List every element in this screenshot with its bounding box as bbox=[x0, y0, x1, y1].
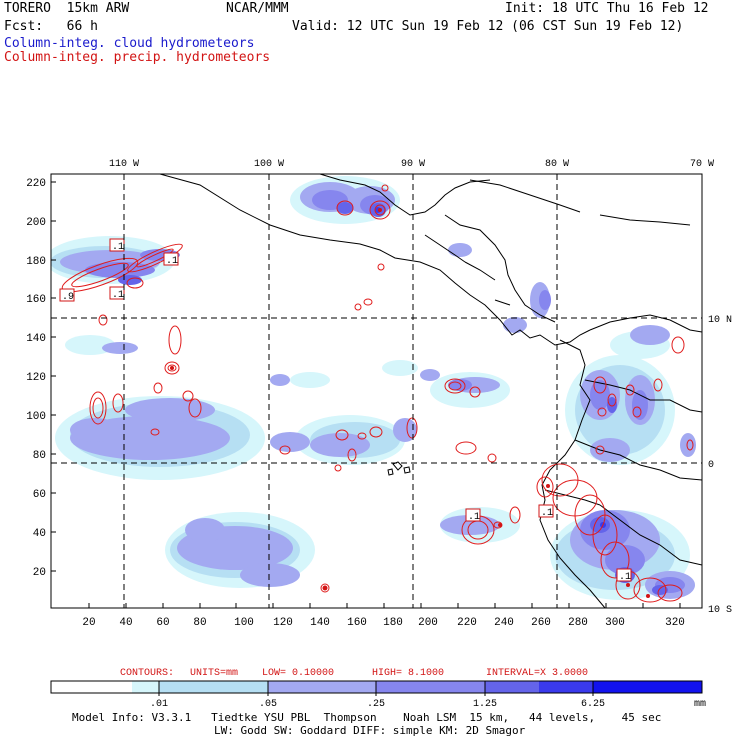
contour-low: LOW= 0.10000 bbox=[262, 668, 334, 679]
lon-label: 70 W bbox=[690, 159, 714, 170]
x-tick-label: 260 bbox=[531, 617, 551, 629]
x-tick-label: 300 bbox=[605, 617, 625, 629]
box-label: .9 bbox=[62, 292, 74, 303]
y-tick-label: 100 bbox=[26, 411, 46, 423]
contour-label: CONTOURS: bbox=[120, 668, 174, 679]
lon-label: 90 W bbox=[401, 159, 425, 170]
lat-label: 10 S bbox=[708, 605, 732, 616]
x-tick-label: 40 bbox=[119, 617, 132, 629]
box-label: .1 bbox=[112, 242, 124, 253]
contour-info: CONTOURS: UNITS=mm LOW= 0.10000 HIGH= 8.… bbox=[120, 668, 588, 679]
model-info: Model Info: V3.3.1 Tiedtke YSU PBL Thomp… bbox=[72, 711, 662, 724]
x-tick-label: 20 bbox=[82, 617, 95, 629]
legend-precip: Column-integ. precip. hydrometeors bbox=[4, 50, 271, 65]
colorbar-swatch bbox=[485, 681, 539, 693]
model-physics: LW: Godd SW: Goddard DIFF: simple KM: 2D… bbox=[214, 724, 526, 737]
model-title: TORERO 15km ARW bbox=[4, 1, 130, 16]
y-tick-label: 60 bbox=[33, 489, 46, 501]
y-ticks bbox=[51, 181, 56, 572]
lat-label: 0 bbox=[708, 460, 714, 471]
x-tick-label: 160 bbox=[347, 617, 367, 629]
colorbar: .01 .05 .25 1.25 6.25 mm bbox=[50, 680, 706, 710]
x-tick-label: 320 bbox=[665, 617, 685, 629]
legend-cloud: Column-integ. cloud hydrometeors bbox=[4, 36, 255, 51]
box-label: .1 bbox=[112, 290, 124, 301]
colorbar-label: .25 bbox=[367, 699, 385, 710]
colorbar-swatch bbox=[132, 681, 159, 693]
box-labels: .1 .1 .9 .1 .1 .1 .1 bbox=[59, 238, 632, 583]
colorbar-swatch bbox=[159, 681, 268, 693]
init-time: Init: 18 UTC Thu 16 Feb 12 bbox=[505, 1, 709, 16]
plot-frame bbox=[50, 173, 703, 609]
x-tick-label: 200 bbox=[418, 617, 438, 629]
y-tick-labels: 220 200 180 160 140 120 100 80 60 40 20 bbox=[26, 178, 46, 579]
contour-high: HIGH= 8.1000 bbox=[372, 668, 444, 679]
box-label: .1 bbox=[619, 572, 631, 583]
organization: NCAR/MMM bbox=[226, 1, 289, 16]
lon-label: 110 W bbox=[109, 159, 139, 170]
colorbar-swatch bbox=[376, 681, 485, 693]
colorbar-label: .05 bbox=[259, 699, 277, 710]
contour-units: UNITS=mm bbox=[190, 668, 238, 679]
lat-label: 10 N bbox=[708, 315, 732, 326]
x-tick-label: 280 bbox=[568, 617, 588, 629]
x-tick-label: 140 bbox=[310, 617, 330, 629]
colorbar-swatch bbox=[268, 681, 376, 693]
contour-interval: INTERVAL=X 3.0000 bbox=[486, 668, 588, 679]
valid-time: Valid: 12 UTC Sun 19 Feb 12 (06 CST Sun … bbox=[292, 19, 684, 34]
latitude-labels: 10 N 0 10 S bbox=[708, 315, 732, 616]
y-tick-label: 120 bbox=[26, 372, 46, 384]
colorbar-label: .01 bbox=[150, 699, 168, 710]
y-tick-label: 200 bbox=[26, 217, 46, 229]
box-label: .1 bbox=[166, 256, 178, 267]
colorbar-swatch bbox=[51, 681, 132, 693]
lon-label: 100 W bbox=[254, 159, 284, 170]
x-tick-labels: 20 40 60 80 100 120 140 160 180 200 220 … bbox=[82, 617, 685, 629]
x-ticks bbox=[88, 603, 681, 608]
colorbar-unit: mm bbox=[694, 699, 706, 710]
box-label: .1 bbox=[468, 512, 480, 523]
lon-label: 80 W bbox=[545, 159, 569, 170]
x-tick-label: 180 bbox=[383, 617, 403, 629]
x-tick-label: 220 bbox=[457, 617, 477, 629]
precip-cores bbox=[170, 208, 650, 598]
longitude-labels: 110 W 100 W 90 W 80 W 70 W bbox=[109, 159, 714, 170]
x-tick-label: 240 bbox=[494, 617, 514, 629]
y-tick-label: 140 bbox=[26, 333, 46, 345]
y-tick-label: 40 bbox=[33, 528, 46, 540]
colorbar-label: 6.25 bbox=[581, 699, 605, 710]
y-tick-label: 160 bbox=[26, 294, 46, 306]
y-tick-label: 180 bbox=[26, 256, 46, 268]
colorbar-swatch bbox=[539, 681, 593, 693]
colorbar-label: 1.25 bbox=[473, 699, 497, 710]
y-tick-label: 220 bbox=[26, 178, 46, 190]
x-tick-label: 80 bbox=[193, 617, 206, 629]
latlon-grid bbox=[51, 174, 702, 608]
box-label: .1 bbox=[541, 508, 553, 519]
x-tick-label: 120 bbox=[273, 617, 293, 629]
coastlines bbox=[159, 174, 702, 608]
forecast-hour: Fcst: 66 h bbox=[4, 19, 98, 34]
y-tick-label: 80 bbox=[33, 450, 46, 462]
x-tick-label: 60 bbox=[156, 617, 169, 629]
cloud-shading bbox=[51, 176, 696, 600]
x-tick-label: 100 bbox=[234, 617, 254, 629]
colorbar-swatch bbox=[593, 681, 702, 693]
y-tick-label: 20 bbox=[33, 567, 46, 579]
